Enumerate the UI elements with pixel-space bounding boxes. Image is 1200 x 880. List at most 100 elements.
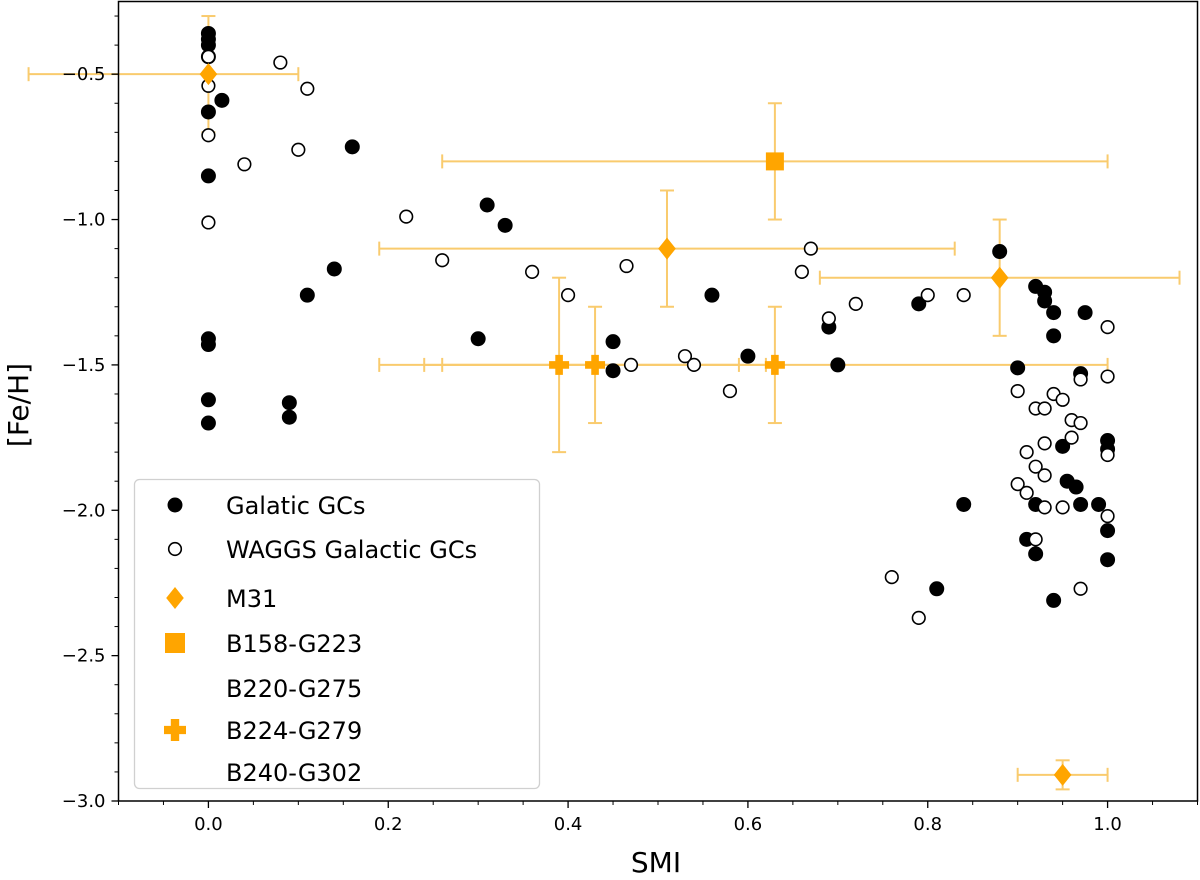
y-tick-label: −0.5 bbox=[62, 64, 106, 85]
data-point bbox=[1068, 479, 1084, 495]
data-point bbox=[1037, 401, 1052, 416]
legend-marker bbox=[167, 541, 183, 557]
data-point bbox=[200, 392, 216, 408]
data-point bbox=[1010, 360, 1026, 376]
data-point bbox=[1053, 763, 1072, 786]
y-axis: −3.0 −2.5 −2.0 −1.5 −1.0 −0.5 bbox=[62, 15, 119, 812]
data-point bbox=[1055, 500, 1070, 515]
data-point bbox=[830, 357, 846, 373]
data-point bbox=[803, 241, 818, 256]
data-point bbox=[821, 311, 836, 326]
data-point bbox=[619, 258, 634, 274]
x-tick-label: 0.8 bbox=[913, 814, 942, 835]
data-point bbox=[585, 354, 606, 375]
data-point bbox=[200, 168, 216, 184]
data-point bbox=[794, 264, 809, 279]
data-point bbox=[929, 581, 945, 597]
data-point bbox=[1073, 581, 1088, 596]
data-point bbox=[956, 288, 971, 303]
data-point-layer bbox=[199, 25, 1116, 786]
data-point bbox=[525, 264, 540, 279]
legend-label: B220-G275 bbox=[226, 675, 362, 703]
data-point bbox=[326, 261, 342, 277]
data-point bbox=[1100, 508, 1115, 524]
data-point bbox=[848, 296, 863, 311]
data-point bbox=[1100, 320, 1115, 335]
x-tick-label: 0.2 bbox=[374, 814, 403, 835]
data-point bbox=[658, 237, 676, 260]
data-point bbox=[281, 395, 297, 411]
legend-label: B224-G279 bbox=[226, 717, 362, 745]
data-point bbox=[1100, 369, 1115, 384]
data-point bbox=[1037, 500, 1052, 515]
data-point bbox=[281, 409, 297, 425]
x-tick-label: 0.0 bbox=[194, 814, 223, 835]
data-point bbox=[956, 496, 972, 512]
data-point bbox=[214, 92, 230, 108]
data-point bbox=[344, 139, 360, 155]
data-point bbox=[200, 104, 216, 120]
data-point bbox=[200, 337, 216, 353]
data-point bbox=[920, 288, 935, 303]
data-point bbox=[1046, 305, 1062, 321]
data-point bbox=[549, 354, 570, 375]
data-point bbox=[1019, 445, 1034, 460]
x-tick-label: 0.4 bbox=[554, 814, 583, 835]
y-tick-label: −2.5 bbox=[62, 646, 106, 667]
data-point bbox=[1055, 392, 1070, 407]
data-point bbox=[1010, 383, 1025, 399]
x-axis-title: SMI bbox=[631, 846, 681, 879]
legend-marker bbox=[165, 633, 185, 653]
y-axis-title: [Fe/H] bbox=[2, 363, 35, 447]
data-point bbox=[201, 128, 216, 143]
data-point bbox=[1073, 372, 1088, 387]
data-point bbox=[470, 331, 486, 347]
legend-marker bbox=[167, 497, 183, 513]
data-point bbox=[677, 349, 693, 364]
data-point bbox=[291, 142, 306, 157]
data-point bbox=[399, 209, 414, 224]
legend-label: B240-G302 bbox=[226, 759, 362, 787]
data-point bbox=[1100, 523, 1116, 539]
data-point bbox=[273, 55, 288, 70]
data-point bbox=[479, 197, 495, 213]
x-axis: 0.0 0.2 0.4 0.6 0.8 1.0 bbox=[118, 801, 1198, 835]
data-point bbox=[1073, 415, 1088, 431]
legend-label: WAGGS Galactic GCs bbox=[226, 536, 477, 564]
data-point bbox=[1077, 305, 1093, 321]
data-point bbox=[1046, 328, 1062, 344]
y-tick-label: −3.0 bbox=[62, 791, 106, 812]
data-point bbox=[990, 266, 1009, 289]
data-point bbox=[199, 63, 218, 86]
legend: Galatic GCs WAGGS Galactic GCs M31 B158-G22… bbox=[133, 478, 541, 790]
data-point bbox=[1055, 438, 1071, 454]
data-point bbox=[1091, 496, 1107, 512]
data-point bbox=[911, 610, 926, 625]
data-point bbox=[1010, 477, 1025, 492]
data-point bbox=[704, 287, 720, 303]
data-point bbox=[740, 348, 756, 364]
data-point bbox=[623, 357, 639, 373]
data-point bbox=[200, 415, 216, 431]
legend-label: Galatic GCs bbox=[226, 492, 365, 520]
data-point bbox=[560, 288, 576, 303]
data-point bbox=[686, 357, 702, 373]
x-tick-label: 0.6 bbox=[734, 814, 763, 835]
legend-label: M31 bbox=[226, 585, 277, 613]
data-point bbox=[1037, 436, 1052, 451]
data-point bbox=[992, 244, 1008, 260]
data-point bbox=[201, 215, 216, 230]
legend-box bbox=[133, 478, 541, 790]
data-point bbox=[764, 354, 785, 375]
data-point bbox=[1046, 592, 1062, 608]
legend-label: B158-G223 bbox=[226, 630, 362, 658]
data-point bbox=[1100, 447, 1115, 463]
y-tick-label: −1.5 bbox=[62, 355, 106, 376]
x-tick-label: 1.0 bbox=[1093, 814, 1122, 835]
data-point bbox=[299, 287, 315, 303]
data-point bbox=[1028, 459, 1043, 474]
data-point bbox=[911, 296, 927, 312]
data-point bbox=[605, 334, 621, 350]
data-point bbox=[1019, 485, 1034, 500]
